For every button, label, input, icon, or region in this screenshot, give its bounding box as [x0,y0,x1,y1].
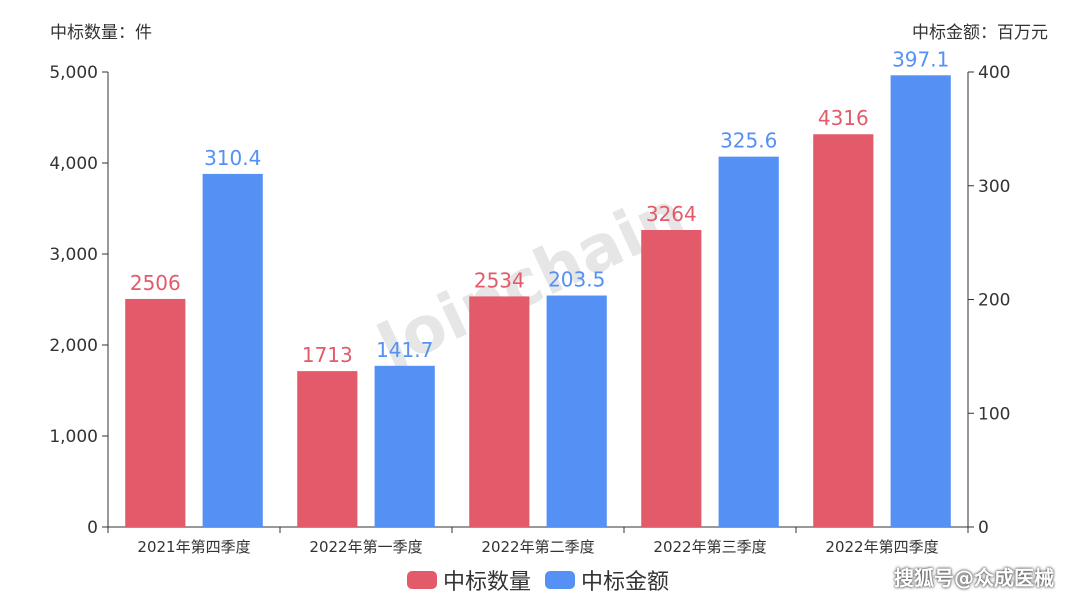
bar [125,298,186,527]
right-tick-label: 400 [978,63,1010,83]
x-tick-label: 2022年第四季度 [825,538,938,556]
right-tick-label: 0 [978,518,989,538]
bar [374,365,435,527]
bar [641,229,702,527]
legend: 中标数量 中标金额 [407,570,669,595]
data-label: 397.1 [892,47,949,71]
left-axis: 0 1,000 2,000 3,000 4,000 5,000 [49,63,108,538]
bar [202,173,263,528]
left-tick-label: 0 [87,518,98,538]
data-label: 3264 [646,202,697,226]
x-tick-label: 2021年第四季度 [137,538,250,556]
legend-swatch [407,571,437,589]
x-tick-label: 2022年第三季度 [653,538,766,556]
bar [469,296,530,527]
right-tick-label: 300 [978,177,1010,197]
left-tick-label: 5,000 [49,63,98,83]
right-axis: 0 100 200 300 400 [968,63,1010,538]
x-tick-label: 2022年第一季度 [309,538,422,556]
bar [890,75,951,527]
bar [297,371,358,527]
bar [546,295,607,527]
bars: 2506 310.4 1713 141.7 2534 203.5 3264 325.6 4316… [125,47,951,528]
data-label: 203.5 [548,268,605,292]
left-tick-label: 3,000 [49,245,98,265]
x-tick-label: 2022年第二季度 [481,538,594,556]
bar [813,134,874,527]
legend-swatch [545,571,575,589]
right-tick-label: 100 [978,404,1010,424]
data-label: 325.6 [720,129,777,153]
data-label: 4316 [818,106,869,130]
credit-text: 搜狐号@众成医械 [894,566,1054,590]
left-tick-label: 2,000 [49,336,98,356]
bar [718,156,779,527]
right-axis-title: 中标金额：百万元 [912,23,1048,43]
left-tick-label: 4,000 [49,154,98,174]
left-axis-title: 中标数量：件 [50,23,152,43]
data-label: 2506 [130,271,181,295]
data-label: 141.7 [376,338,433,362]
right-tick-label: 200 [978,291,1010,311]
x-axis: 2021年第四季度 2022年第一季度 2022年第二季度 2022年第三季度 2022… [107,527,969,556]
data-label: 2534 [474,268,525,292]
data-label: 310.4 [204,146,261,170]
legend-label: 中标数量 [443,570,531,595]
data-label: 1713 [302,343,353,367]
legend-label: 中标金额 [581,570,669,595]
left-tick-label: 1,000 [49,427,98,447]
